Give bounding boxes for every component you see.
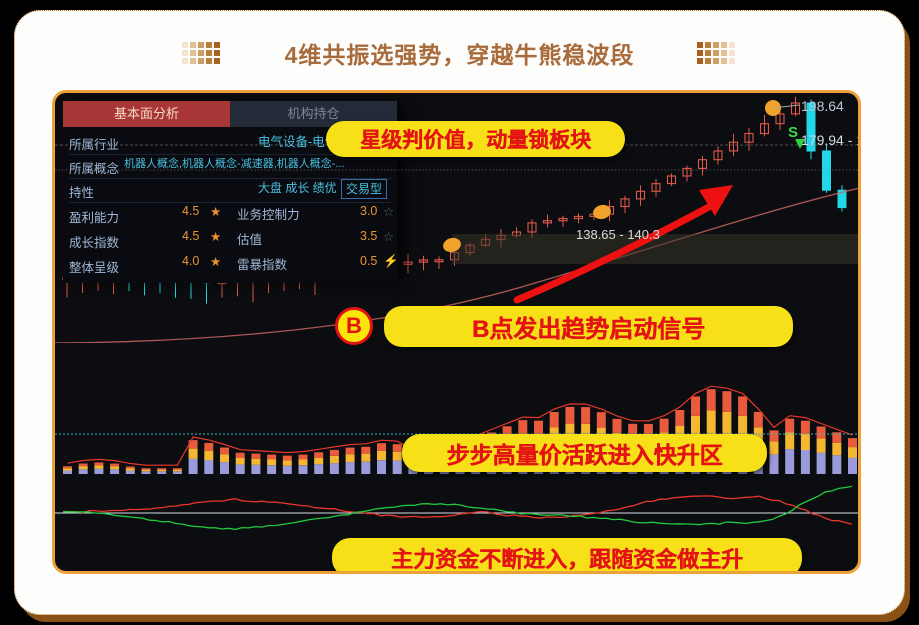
svg-text:138.65 - 140.3: 138.65 - 140.3 (576, 227, 660, 242)
svg-text:179.94 - 1: 179.94 - 1 (801, 132, 860, 148)
svg-text:198.64: 198.64 (801, 98, 844, 114)
svg-text:S: S (788, 124, 798, 141)
